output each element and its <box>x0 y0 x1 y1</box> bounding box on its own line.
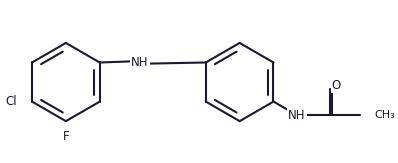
Text: F: F <box>62 130 69 143</box>
Text: NH: NH <box>131 56 149 69</box>
Text: CH₃: CH₃ <box>374 110 395 120</box>
Text: NH: NH <box>288 109 306 122</box>
Text: Cl: Cl <box>6 95 17 108</box>
Text: O: O <box>332 79 341 92</box>
